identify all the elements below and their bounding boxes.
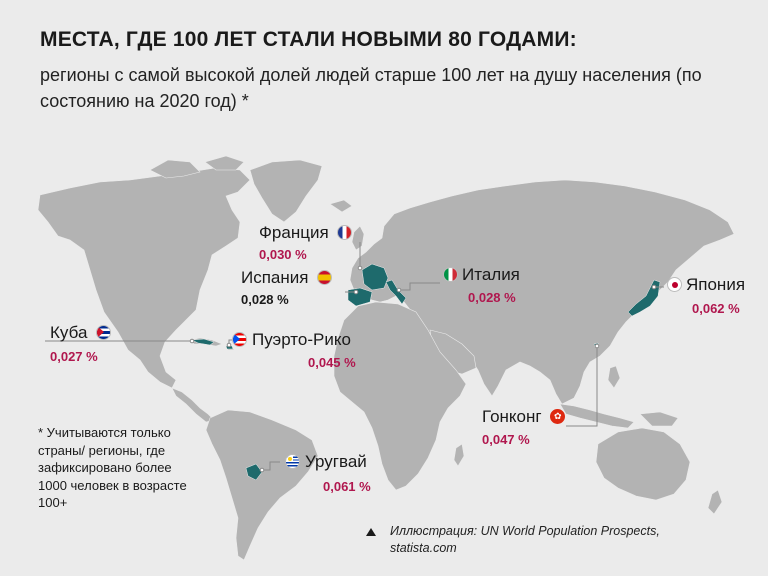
label-italy: Италия 0,028 % [443,265,520,305]
italy-name: Италия [462,265,520,284]
iceland-landmass [329,199,353,213]
footnote: * Учитываются только страны/ регионы, гд… [38,425,187,510]
italy-flag-icon [443,267,458,282]
japan-highlight [627,279,661,317]
japan-value: 0,062 % [692,301,740,316]
france-leader-dot [357,265,363,271]
spain-value: 0,028 % [241,292,289,307]
credit-text: Иллюстрация: UN World Population Prospec… [390,524,660,555]
label-cuba: Куба 0,027 % [50,323,111,364]
puerto-rico-leader-dot [226,342,232,348]
arctic-islands-landmass [149,155,245,179]
credit-triangle-icon [366,528,376,536]
uruguay-highlight [245,463,263,481]
cuba-name: Куба [50,323,88,342]
cuba-leader-dot [189,338,195,344]
spain-leader-dot [353,289,359,295]
puerto-rico-flag-icon [232,332,247,347]
france-name: Франция [259,223,329,242]
france-value: 0,030 % [259,247,307,262]
cuba-highlight [191,338,215,346]
label-puerto-rico: Пуэрто-Рико 0,045 % [232,330,356,370]
new-zealand-landmass [707,489,723,515]
japan-leader-dot [651,284,657,290]
italy-leader-line [399,282,440,291]
puerto-rico-value: 0,045 % [308,355,356,370]
spain-name: Испания [241,268,309,287]
label-france: Франция 0,030 % [259,223,353,262]
uruguay-leader-dot [259,467,265,473]
south-america-landmass [205,409,319,561]
map-title: МЕСТА, ГДЕ 100 ЛЕТ СТАЛИ НОВЫМИ 80 ГОДАМ… [40,28,577,51]
label-uruguay: Уругвай 0,061 % [285,452,371,494]
puerto-rico-name: Пуэрто-Рико [252,330,351,349]
spain-flag-icon [316,270,332,285]
uruguay-flag-icon [285,454,300,469]
france-highlight [361,263,389,291]
africa-landmass [333,301,467,491]
new-guinea-landmass [639,411,679,427]
label-spain: Испания 0,028 % [241,268,332,307]
britain-landmass [351,225,365,251]
hong-kong-leader-dot [594,343,600,349]
map-subtitle: регионы с самой высокой долей людей стар… [40,65,702,111]
italy-highlight [385,279,407,305]
greenland-landmass [249,159,323,223]
central-america-landmass [171,387,215,423]
spain-highlight [347,287,373,307]
hong-kong-flag-icon: ✿ [550,409,566,424]
cuba-flag-icon [95,325,111,340]
label-japan: Япония 0,062 % [667,275,745,316]
italy-value: 0,028 % [468,290,516,305]
france-flag-icon [337,225,353,240]
credit: Иллюстрация: UN World Population Prospec… [366,523,666,557]
madagascar-landmass [453,443,465,467]
cuba-value: 0,027 % [50,349,98,364]
japan-flag-icon [667,277,682,292]
japan-name: Япония [686,275,746,294]
hong-kong-leader-line [566,346,598,427]
uruguay-value: 0,061 % [323,479,371,494]
label-hong-kong: Гонконг ✿ 0,047 % [482,407,566,447]
hong-kong-value: 0,047 % [482,432,530,447]
philippines-landmass [607,365,621,389]
uruguay-name: Уругвай [305,452,367,471]
uruguay-leader-line [262,461,280,471]
italy-leader-dot [396,287,402,293]
australia-landmass [595,427,691,501]
hong-kong-name: Гонконг [482,407,542,426]
